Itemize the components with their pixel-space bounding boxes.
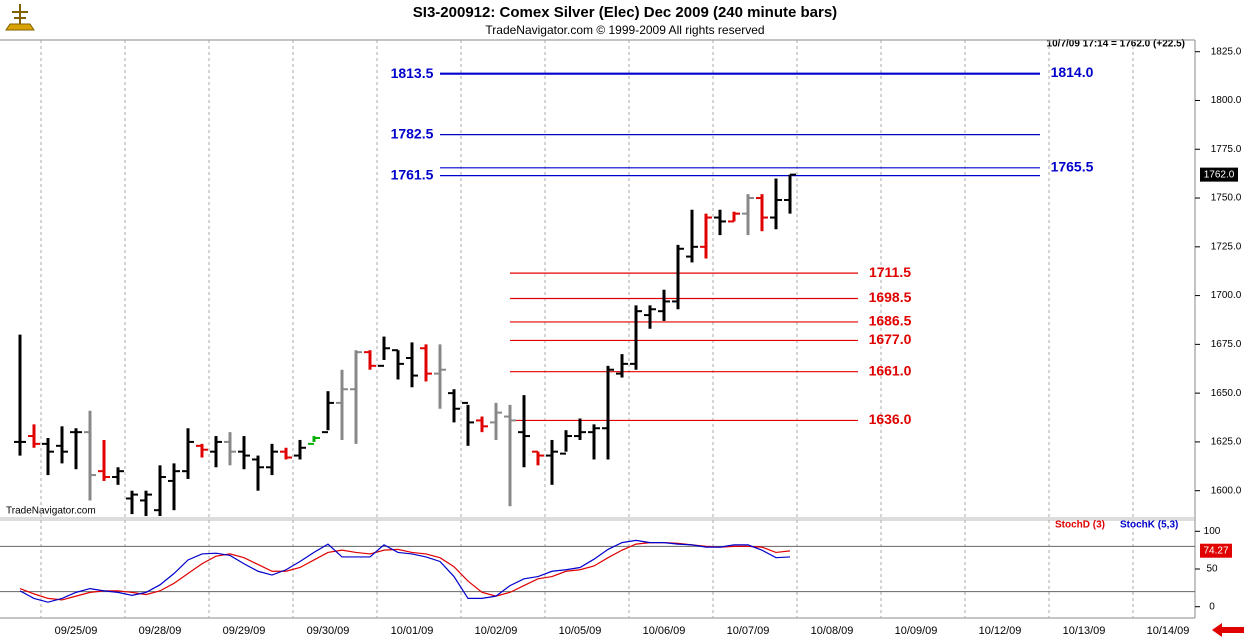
y-tick-label: 1650.0	[1211, 388, 1242, 399]
stoch-tick-label: 50	[1206, 564, 1218, 575]
chart-subtitle: TradeNavigator.com © 1999-2009 All right…	[485, 23, 764, 37]
y-tick-label: 1725.0	[1211, 241, 1242, 252]
stoch-last-tag	[1200, 543, 1232, 558]
watermark: TradeNavigator.com	[6, 506, 96, 517]
level-label: 1782.5	[391, 125, 434, 141]
x-tick-label: 10/14/09	[1147, 625, 1190, 637]
y-tick-label: 1625.0	[1211, 437, 1242, 448]
x-tick-label: 10/09/09	[895, 625, 938, 637]
x-tick-label: 10/08/09	[811, 625, 854, 637]
logo	[5, 4, 35, 31]
stoch-line	[19, 539, 791, 603]
last-price-label: 1762.0	[1204, 169, 1235, 180]
x-tick-label: 10/06/09	[643, 625, 686, 637]
x-tick-label: 10/02/09	[475, 625, 518, 637]
x-tick-label: 10/01/09	[391, 625, 434, 637]
y-tick-label: 1600.0	[1211, 485, 1242, 496]
x-tick-label: 09/30/09	[307, 625, 350, 637]
stoch-tick-label: 100	[1204, 526, 1221, 537]
chart-title: SI3-200912: Comex Silver (Elec) Dec 2009…	[413, 4, 837, 21]
legend-entry: StochK (5,3)	[1120, 520, 1178, 531]
legend-entry: StochD (3)	[1055, 520, 1105, 531]
level-label: 1765.5	[1051, 158, 1094, 174]
level-label: 1813.5	[391, 65, 434, 81]
level-label: 1711.5	[869, 264, 911, 280]
last-price-tag	[1200, 167, 1238, 182]
level-label: 1814.0	[1051, 64, 1094, 80]
level-label: 1761.5	[391, 166, 434, 182]
level-label: 1686.5	[869, 313, 912, 329]
y-tick-label: 1825.0	[1211, 46, 1242, 57]
level-label: 1698.5	[869, 289, 912, 305]
level-label: 1636.0	[869, 411, 912, 427]
x-tick-label: 10/05/09	[559, 625, 602, 637]
info-line: 10/7/09 17:14 = 1762.0 (+22.5)	[1047, 39, 1185, 50]
stoch-tick-label: 0	[1209, 601, 1215, 612]
x-tick-label: 10/07/09	[727, 625, 770, 637]
x-tick-label: 09/28/09	[139, 625, 182, 637]
x-tick-label: 10/13/09	[1063, 625, 1106, 637]
level-label: 1661.0	[869, 362, 912, 378]
x-tick-label: 10/12/09	[979, 625, 1022, 637]
level-label: 1677.0	[869, 331, 912, 347]
y-tick-label: 1750.0	[1211, 193, 1242, 204]
y-tick-label: 1775.0	[1211, 144, 1242, 155]
scroll-arrow[interactable]	[1212, 623, 1244, 637]
x-tick-label: 09/29/09	[223, 625, 266, 637]
x-tick-label: 09/25/09	[55, 625, 98, 637]
y-tick-label: 1675.0	[1211, 339, 1242, 350]
y-tick-label: 1800.0	[1211, 95, 1242, 106]
stoch-last-label: 74.27	[1203, 545, 1228, 556]
y-tick-label: 1700.0	[1211, 290, 1242, 301]
